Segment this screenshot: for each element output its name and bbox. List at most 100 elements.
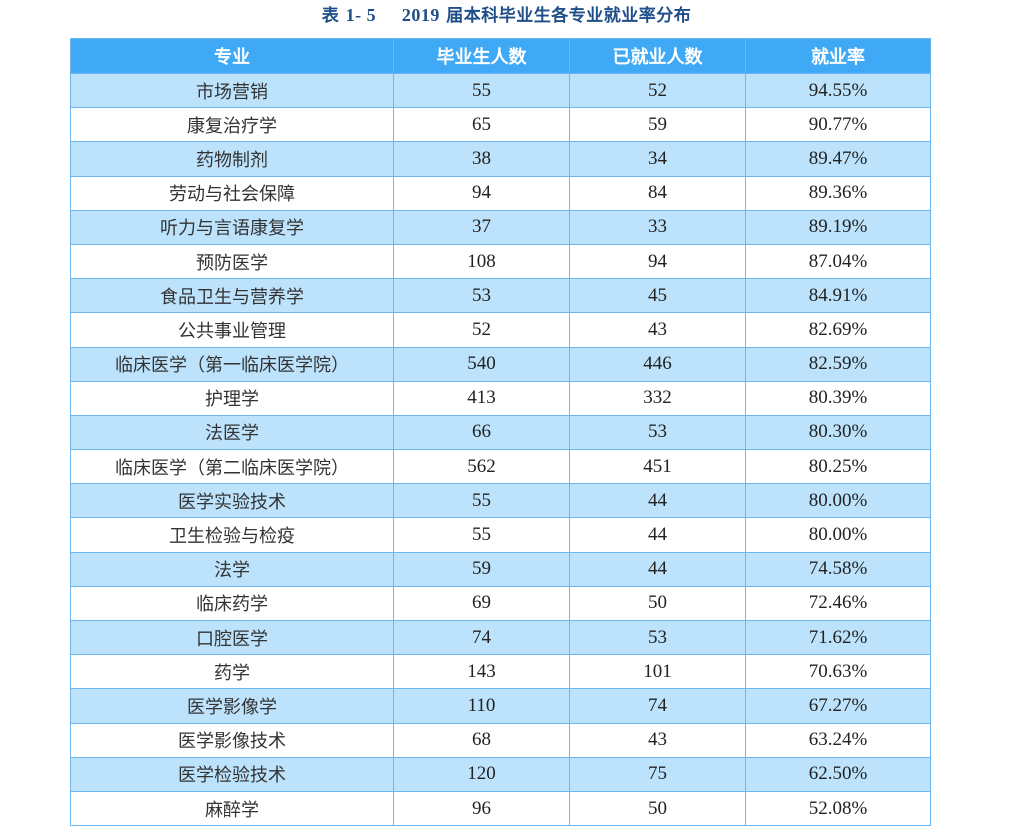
cell-graduates: 143 [393, 654, 570, 690]
cell-graduates: 68 [393, 722, 570, 758]
table-row: 临床医学（第一临床医学院） 540 446 82.59% [70, 346, 931, 382]
table-row: 护理学 413 332 80.39% [70, 380, 931, 416]
cell-major: 临床医学（第一临床医学院） [70, 346, 394, 382]
cell-major: 麻醉学 [70, 790, 394, 827]
cell-rate: 80.00% [745, 517, 931, 553]
cell-graduates: 55 [393, 517, 570, 553]
cell-graduates: 55 [393, 483, 570, 519]
cell-graduates: 66 [393, 414, 570, 451]
cell-major: 医学影像学 [70, 688, 394, 724]
cell-rate: 52.08% [745, 790, 931, 827]
cell-major: 康复治疗学 [70, 107, 394, 143]
caption-prefix: 表 [321, 6, 346, 26]
table-row: 法学 59 44 74.58% [70, 551, 931, 587]
cell-employed: 75 [569, 756, 746, 792]
table-row: 法医学 66 53 80.30% [70, 414, 931, 451]
table-row: 临床药学 69 50 72.46% [70, 585, 931, 622]
cell-rate: 87.04% [745, 243, 931, 280]
cell-rate: 63.24% [745, 722, 931, 758]
cell-major: 药物制剂 [70, 141, 394, 177]
cell-major: 公共事业管理 [70, 312, 394, 348]
cell-graduates: 120 [393, 756, 570, 792]
cell-employed: 84 [569, 175, 746, 211]
cell-rate: 80.25% [745, 449, 931, 485]
cell-graduates: 52 [393, 312, 570, 348]
table-row: 麻醉学 96 50 52.08% [70, 790, 931, 827]
table-row: 预防医学 108 94 87.04% [70, 243, 931, 280]
table-row: 食品卫生与营养学 53 45 84.91% [70, 278, 931, 314]
cell-graduates: 69 [393, 585, 570, 622]
cell-graduates: 413 [393, 380, 570, 416]
cell-rate: 67.27% [745, 688, 931, 724]
cell-employed: 34 [569, 141, 746, 177]
cell-employed: 44 [569, 483, 746, 519]
cell-graduates: 94 [393, 175, 570, 211]
cell-major: 临床医学（第二临床医学院） [70, 449, 394, 485]
cell-employed: 50 [569, 585, 746, 622]
cell-employed: 451 [569, 449, 746, 485]
cell-major: 预防医学 [70, 243, 394, 280]
cell-rate: 74.58% [745, 551, 931, 587]
table-row: 公共事业管理 52 43 82.69% [70, 312, 931, 348]
table-row: 劳动与社会保障 94 84 89.36% [70, 175, 931, 211]
cell-employed: 53 [569, 414, 746, 451]
cell-rate: 89.47% [745, 141, 931, 177]
cell-employed: 52 [569, 72, 746, 109]
cell-rate: 80.39% [745, 380, 931, 416]
cell-graduates: 74 [393, 619, 570, 656]
cell-employed: 43 [569, 312, 746, 348]
cell-major: 口腔医学 [70, 619, 394, 656]
table-row: 康复治疗学 65 59 90.77% [70, 107, 931, 143]
cell-major: 食品卫生与营养学 [70, 278, 394, 314]
header-graduates: 毕业生人数 [393, 38, 570, 74]
table-row: 医学影像技术 68 43 63.24% [70, 722, 931, 758]
cell-graduates: 108 [393, 243, 570, 280]
cell-rate: 90.77% [745, 107, 931, 143]
cell-graduates: 37 [393, 209, 570, 245]
cell-graduates: 55 [393, 72, 570, 109]
cell-rate: 84.91% [745, 278, 931, 314]
cell-employed: 446 [569, 346, 746, 382]
cell-major: 法医学 [70, 414, 394, 451]
header-employed: 已就业人数 [569, 38, 746, 74]
cell-major: 法学 [70, 551, 394, 587]
table-row: 卫生检验与检疫 55 44 80.00% [70, 517, 931, 553]
table-row: 药学 143 101 70.63% [70, 654, 931, 690]
cell-rate: 89.36% [745, 175, 931, 211]
cell-major: 护理学 [70, 380, 394, 416]
cell-graduates: 110 [393, 688, 570, 724]
header-rate: 就业率 [745, 38, 931, 74]
cell-rate: 72.46% [745, 585, 931, 622]
table-row: 医学影像学 110 74 67.27% [70, 688, 931, 724]
table-row: 医学检验技术 120 75 62.50% [70, 756, 931, 792]
caption-year: 2019 [401, 5, 440, 25]
employment-rate-table: 专业 毕业生人数 已就业人数 就业率 市场营销 55 52 94.55% 康复治疗学 65… [70, 38, 931, 827]
table-row: 口腔医学 74 53 71.62% [70, 619, 931, 656]
cell-employed: 45 [569, 278, 746, 314]
cell-employed: 44 [569, 551, 746, 587]
caption-number: 1- 5 [345, 5, 377, 25]
cell-graduates: 562 [393, 449, 570, 485]
cell-rate: 62.50% [745, 756, 931, 792]
cell-employed: 43 [569, 722, 746, 758]
cell-major: 劳动与社会保障 [70, 175, 394, 211]
cell-rate: 80.00% [745, 483, 931, 519]
cell-employed: 74 [569, 688, 746, 724]
table-row: 药物制剂 38 34 89.47% [70, 141, 931, 177]
cell-employed: 53 [569, 619, 746, 656]
cell-rate: 71.62% [745, 619, 931, 656]
table-caption: 表 1- 5 2019 届本科毕业生各专业就业率分布 [0, 2, 1013, 29]
table-row: 医学实验技术 55 44 80.00% [70, 483, 931, 519]
table-row: 临床医学（第二临床医学院） 562 451 80.25% [70, 449, 931, 485]
cell-rate: 94.55% [745, 72, 931, 109]
cell-graduates: 540 [393, 346, 570, 382]
header-row: 专业 毕业生人数 已就业人数 就业率 [70, 38, 931, 74]
cell-major: 卫生检验与检疫 [70, 517, 394, 553]
cell-major: 医学检验技术 [70, 756, 394, 792]
cell-graduates: 65 [393, 107, 570, 143]
table-row: 听力与言语康复学 37 33 89.19% [70, 209, 931, 245]
cell-major: 医学实验技术 [70, 483, 394, 519]
cell-employed: 59 [569, 107, 746, 143]
cell-graduates: 38 [393, 141, 570, 177]
cell-major: 药学 [70, 654, 394, 690]
